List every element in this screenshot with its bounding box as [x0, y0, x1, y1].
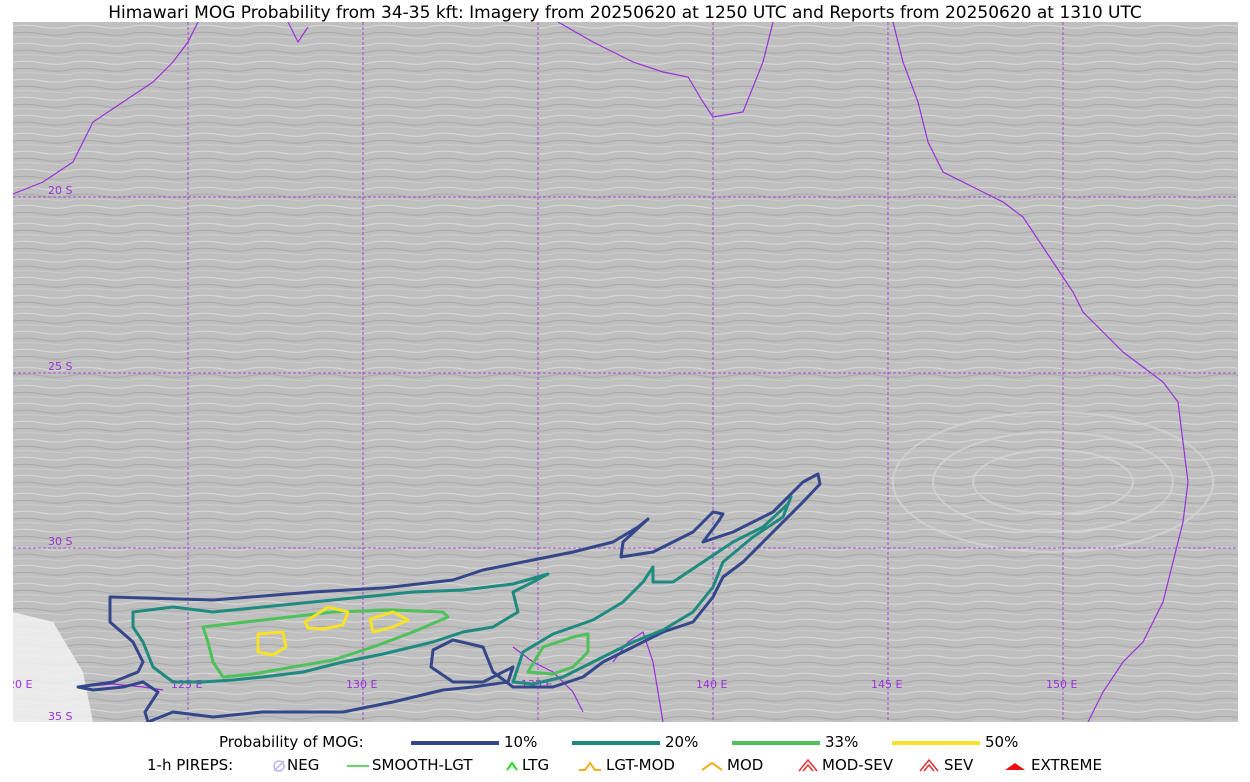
hat-icon [579, 761, 601, 771]
map-title: Himawari MOG Probability from 34-35 kft:… [108, 3, 1142, 23]
double-caret-icon [798, 758, 818, 772]
lat-label-25s: 25 S [48, 360, 72, 373]
pirep-label-mod-sev: MOD-SEV [822, 756, 893, 774]
lon-label-120e: 120 E [13, 678, 32, 691]
pirep-label-lgt-mod: LGT-MOD [606, 756, 675, 774]
contour-50pct-a [256, 630, 288, 657]
lat-label-35s: 35 S [48, 710, 72, 722]
lon-label-125e: 125 E [171, 678, 202, 691]
double-caret-icon-sev [919, 758, 939, 772]
lon-label-150e: 150 E [1046, 678, 1077, 691]
pirep-label-neg: NEG [287, 756, 320, 774]
contour-10pct-west [76, 472, 822, 722]
contour-50pct-b [303, 605, 350, 631]
contour-20pct-east [511, 495, 793, 686]
graticule [13, 22, 1238, 722]
legend-swatch-10 [411, 741, 499, 745]
line-icon [347, 765, 369, 767]
legend-swatch-33 [732, 741, 820, 745]
cloud-bright-sw [13, 612, 93, 722]
contour-50pct-c [368, 610, 410, 634]
legend-label-20: 20% [665, 733, 699, 751]
legend-swatch-50 [892, 741, 980, 745]
caret-wide-icon [701, 761, 723, 771]
lat-label-30s: 30 S [48, 535, 72, 548]
caret-icon [506, 761, 518, 771]
lon-label-145e: 145 E [871, 678, 902, 691]
neg-circle-icon [273, 760, 285, 772]
filled-triangle-icon [1005, 763, 1025, 770]
legend-label-50: 50% [985, 733, 1019, 751]
contour-33pct-east [526, 632, 590, 676]
contour-20pct-west [131, 572, 550, 684]
probability-legend-label: Probability of MOG: [219, 733, 364, 751]
pirep-label-ltg: LTG [522, 756, 550, 774]
pirep-label-smooth-lgt: SMOOTH-LGT [372, 756, 473, 774]
cloud-swirl [892, 411, 1214, 553]
legend-label-33: 33% [825, 733, 859, 751]
satellite-imagery [13, 22, 1238, 722]
satellite-map: 20 S 25 S 30 S 35 S 120 E 125 E 130 E 13… [13, 22, 1238, 722]
pirep-label-mod: MOD [727, 756, 764, 774]
legend-swatch-20 [572, 741, 660, 745]
legend-label-10: 10% [504, 733, 538, 751]
pirep-label-extreme: EXTREME [1031, 756, 1102, 774]
pirep-label-sev: SEV [944, 756, 974, 774]
contour-33pct-west [201, 608, 450, 679]
lat-label-20s: 20 S [48, 184, 72, 197]
pirep-legend-label: 1-h PIREPS: [147, 756, 234, 774]
lon-label-140e: 140 E [696, 678, 727, 691]
lon-label-130e: 130 E [346, 678, 377, 691]
